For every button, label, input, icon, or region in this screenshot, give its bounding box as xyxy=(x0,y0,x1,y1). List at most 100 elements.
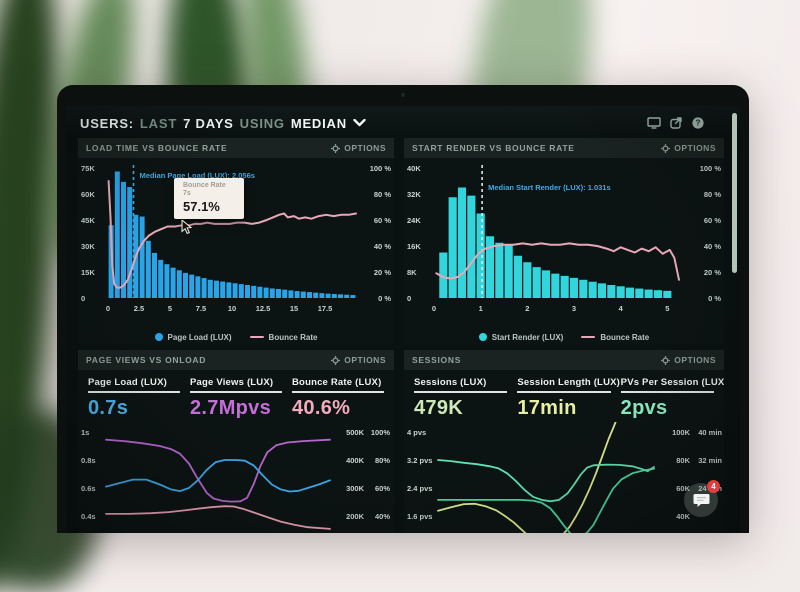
bar xyxy=(300,291,306,298)
options-button[interactable]: OPTIONS xyxy=(331,355,386,365)
bar xyxy=(232,283,238,298)
options-label: OPTIONS xyxy=(344,143,386,153)
bar xyxy=(344,294,350,298)
series-line xyxy=(105,505,331,530)
svg-text:60K: 60K xyxy=(676,484,690,493)
metric-label: PVs Per Session (LUX) xyxy=(620,377,724,393)
share-icon[interactable] xyxy=(670,117,683,129)
panel-title: PAGE VIEWS VS ONLOAD xyxy=(86,355,207,365)
dashboard-header: USERS: LAST 7 DAYS USING MEDIAN xyxy=(66,106,740,138)
svg-text:3.2 pvs: 3.2 pvs xyxy=(407,456,432,465)
start-render-chart[interactable]: 40K 32K 24K 16K 8K 0 100 % 80 % 60 % 40 % 20 % 0 % 0… xyxy=(404,158,724,330)
bar xyxy=(164,264,170,298)
series-line xyxy=(437,459,655,503)
laptop-screen: USERS: LAST 7 DAYS USING MEDIAN xyxy=(66,106,740,533)
bar xyxy=(176,270,182,298)
svg-text:40K: 40K xyxy=(407,164,421,173)
metric-value: 2pvs xyxy=(620,397,668,419)
metric: Session Length (LUX) 17min xyxy=(517,377,620,420)
svg-text:300K: 300K xyxy=(346,484,365,493)
scrollbar[interactable] xyxy=(732,113,737,273)
bar xyxy=(485,236,495,298)
bar xyxy=(523,262,532,298)
panel-header: PAGE VIEWS VS ONLOAD OPTIONS xyxy=(78,350,394,370)
bar xyxy=(183,272,188,298)
svg-text:2: 2 xyxy=(525,304,529,313)
bar xyxy=(145,240,151,298)
legend-item[interactable]: Start Render (LUX) xyxy=(478,333,563,342)
chat-bubble-icon xyxy=(693,493,709,507)
bar xyxy=(513,255,523,298)
legend-item[interactable]: Bounce Rate xyxy=(249,332,318,342)
bar xyxy=(504,244,513,298)
bar xyxy=(108,225,114,298)
svg-text:0: 0 xyxy=(407,294,411,303)
options-button[interactable]: OPTIONS xyxy=(661,143,716,153)
svg-text:24K: 24K xyxy=(407,216,421,225)
monitor-icon[interactable] xyxy=(647,117,661,129)
chart-legend: Start Render (LUX) Bounce Rate xyxy=(404,330,724,344)
metric-label: Bounce Rate (LUX) xyxy=(292,377,384,393)
options-label: OPTIONS xyxy=(674,355,716,365)
svg-text:45K: 45K xyxy=(81,216,95,225)
legend-label: Bounce Rate xyxy=(268,332,318,342)
median-dropdown[interactable]: MEDIAN xyxy=(291,116,366,131)
bar xyxy=(238,284,244,298)
svg-text:80 %: 80 % xyxy=(374,190,391,199)
svg-text:8K: 8K xyxy=(407,268,417,277)
legend-swatch xyxy=(249,336,264,338)
svg-text:4 pvs: 4 pvs xyxy=(407,428,426,437)
legend-swatch xyxy=(154,333,163,341)
svg-text:100K: 100K xyxy=(672,428,691,437)
metrics-row: Sessions (LUX) 479K Session Length (LUX) 17… xyxy=(404,370,724,422)
options-button[interactable]: OPTIONS xyxy=(331,143,386,153)
webcam xyxy=(401,93,405,97)
tooltip-value: 57.1% xyxy=(183,199,220,214)
metric-value: 17min xyxy=(517,397,577,419)
svg-text:0: 0 xyxy=(432,304,436,313)
svg-text:2.4 pvs: 2.4 pvs xyxy=(407,484,432,493)
svg-text:40K: 40K xyxy=(676,512,690,521)
svg-text:1.6 pvs: 1.6 pvs xyxy=(407,512,432,521)
options-label: OPTIONS xyxy=(674,143,716,153)
svg-text:0: 0 xyxy=(106,304,110,313)
header-users-label: USERS: xyxy=(80,115,134,131)
dashboard-grid: LOAD TIME VS BOUNCE RATE OPTIONS 75K 60K 4… xyxy=(78,138,724,533)
bar xyxy=(532,267,541,298)
metric-label: Page Load (LUX) xyxy=(88,377,180,393)
svg-text:5: 5 xyxy=(168,304,172,313)
legend-item[interactable]: Bounce Rate xyxy=(581,333,649,342)
options-button[interactable]: OPTIONS xyxy=(661,355,716,365)
bar xyxy=(331,294,337,298)
svg-text:3: 3 xyxy=(572,304,576,313)
series-line xyxy=(105,459,331,493)
bar xyxy=(139,216,145,298)
gear-icon xyxy=(331,143,341,153)
panel-start-render: START RENDER VS BOUNCE RATE OPTIONS 40K 3… xyxy=(404,138,724,344)
svg-text:60K: 60K xyxy=(81,190,95,199)
help-icon[interactable]: ? xyxy=(692,117,704,129)
notification-badge: 4 xyxy=(707,480,720,493)
panel-header: LOAD TIME VS BOUNCE RATE OPTIONS xyxy=(78,138,394,158)
metric: Page Views (LUX) 2.7Mpvs xyxy=(190,377,282,420)
bar xyxy=(201,278,207,298)
gear-icon xyxy=(661,355,671,365)
svg-text:30K: 30K xyxy=(81,242,95,251)
load-time-chart[interactable]: 75K 60K 45K 30K 15K 0 100 % 80 % 60 % 40 % 20 % 0 %… xyxy=(78,158,394,330)
bar xyxy=(325,293,331,298)
sessions-chart[interactable]: 4 pvs 3.2 pvs 2.4 pvs 1.6 pvs 100K 40 min 80K 3… xyxy=(404,417,724,533)
bar xyxy=(663,290,672,298)
legend-item[interactable]: Page Load (LUX) xyxy=(154,333,232,342)
svg-text:80 %: 80 % xyxy=(704,190,721,199)
bar xyxy=(195,276,201,298)
svg-text:2.5: 2.5 xyxy=(134,304,144,313)
metric-value: 0.7s xyxy=(88,397,129,419)
page-views-chart[interactable]: 1s 0.8s 0.6s 0.4s 500K 100% 400K 80% 300K 60% 200K… xyxy=(78,422,394,533)
bar xyxy=(653,290,663,298)
panel-header: START RENDER VS BOUNCE RATE OPTIONS xyxy=(404,138,724,158)
bar xyxy=(226,282,232,298)
bar xyxy=(476,213,485,298)
chat-launcher[interactable]: 4 xyxy=(684,480,720,517)
series-line xyxy=(105,438,331,503)
metric: Page Load (LUX) 0.7s xyxy=(88,377,180,420)
